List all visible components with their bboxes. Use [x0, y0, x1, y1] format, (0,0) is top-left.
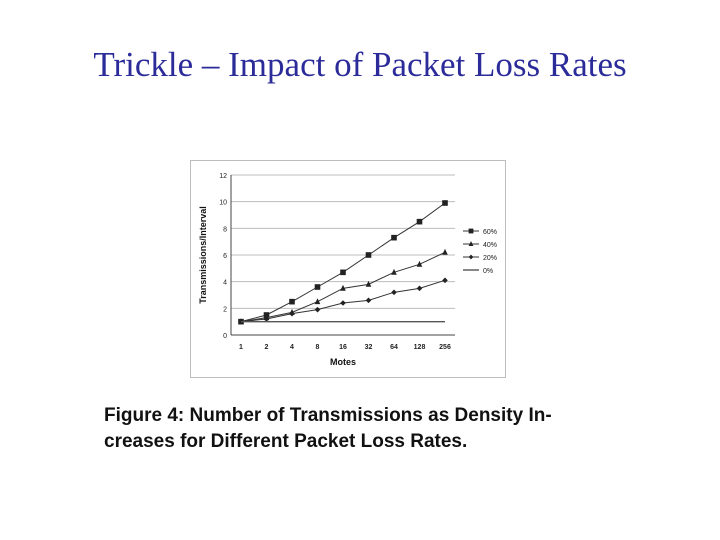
x-axis-title: Motes: [330, 357, 356, 367]
data-point-20pct: [340, 300, 346, 306]
y-axis-title: Transmissions/Interval: [198, 206, 208, 304]
y-tick-label: 12: [219, 173, 227, 180]
data-point-20pct: [314, 306, 321, 313]
data-point-20pct: [391, 289, 397, 296]
data-point-40pct: [416, 260, 423, 267]
figure-caption: Figure 4: Number of Transmissions as Den…: [104, 403, 604, 455]
data-point-60pct: [391, 234, 397, 241]
y-tick-label: 2: [223, 306, 227, 313]
chart-frame: 0 2 4 6 8 10 12 1 2 4 8 16 32 64 128 256 Motes Transmissi…: [190, 160, 506, 378]
legend-marker: [468, 254, 474, 260]
data-point-40pct: [442, 248, 448, 255]
data-point-60pct: [314, 284, 321, 290]
slide-title: Trickle – Impact of Packet Loss Rates: [93, 45, 627, 84]
y-tick-label: 4: [223, 280, 227, 287]
data-point-20pct: [289, 310, 295, 317]
x-tick-label: 256: [439, 344, 451, 351]
x-tick-label: 2: [265, 344, 269, 351]
x-tick-label: 4: [290, 344, 294, 351]
caption-line-2: creases for Different Packet Loss Rates.: [104, 431, 468, 452]
legend-label: 60%: [483, 229, 497, 236]
legend-label: 0%: [483, 268, 493, 275]
data-point-60pct: [365, 252, 372, 258]
y-tick-label: 8: [223, 226, 227, 233]
data-point-40pct: [340, 284, 346, 291]
y-tick-label: 10: [219, 200, 227, 207]
data-point-20pct: [365, 297, 372, 304]
data-point-20pct: [442, 277, 448, 284]
data-point-60pct: [416, 218, 423, 225]
y-tick-label: 6: [223, 253, 227, 260]
data-point-40pct: [391, 268, 397, 275]
x-tick-label: 64: [390, 344, 398, 351]
x-tick-label: 16: [339, 344, 347, 351]
x-tick-label: 128: [414, 344, 426, 351]
x-tick-label: 1: [239, 344, 243, 351]
data-point-20pct: [263, 316, 270, 322]
caption-line-1: Figure 4: Number of Transmissions as Den…: [104, 405, 552, 426]
data-point-60pct: [442, 200, 448, 206]
x-tick-label: 8: [316, 344, 320, 351]
y-tick-label: 0: [223, 333, 227, 340]
data-point-60pct: [289, 298, 295, 305]
legend-label: 20%: [483, 255, 497, 262]
data-point-40pct: [314, 298, 321, 305]
data-point-40pct: [365, 280, 372, 287]
x-tick-label: 32: [365, 344, 373, 351]
legend-marker: [468, 241, 474, 246]
legend-label: 40%: [483, 242, 497, 249]
legend-marker: [468, 228, 474, 234]
data-point-60pct: [340, 269, 346, 276]
data-point-20pct: [416, 285, 423, 292]
